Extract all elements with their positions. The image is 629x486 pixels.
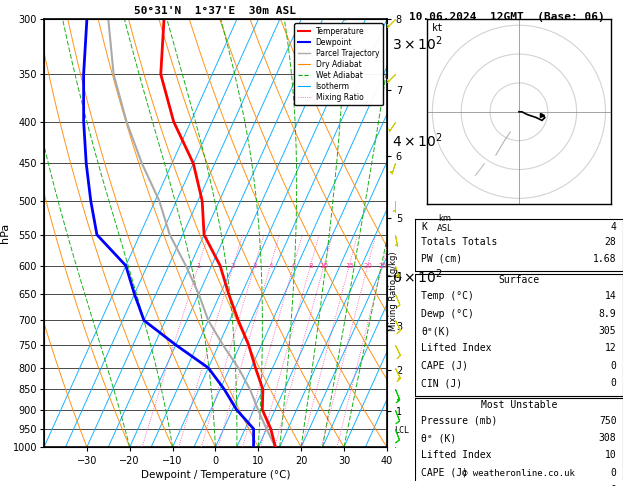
Text: 308: 308: [599, 433, 616, 443]
Text: © weatheronline.co.uk: © weatheronline.co.uk: [462, 469, 576, 478]
Text: 8: 8: [308, 262, 313, 269]
Text: 20: 20: [364, 262, 372, 269]
Text: Pressure (mb): Pressure (mb): [421, 416, 498, 426]
Text: Lifted Index: Lifted Index: [421, 451, 492, 460]
Text: 0: 0: [611, 361, 616, 371]
Text: Lifted Index: Lifted Index: [421, 344, 492, 353]
Text: Dewp (°C): Dewp (°C): [421, 309, 474, 319]
Text: 2: 2: [231, 262, 235, 269]
Text: 750: 750: [599, 416, 616, 426]
Text: 14: 14: [604, 291, 616, 301]
Text: CAPE (J): CAPE (J): [421, 361, 469, 371]
Text: 4: 4: [611, 222, 616, 232]
Text: kt: kt: [432, 23, 444, 33]
Text: θᵉ (K): θᵉ (K): [421, 433, 457, 443]
Text: θᵉ(K): θᵉ(K): [421, 326, 451, 336]
Title: 50°31'N  1°37'E  30m ASL: 50°31'N 1°37'E 30m ASL: [135, 6, 296, 16]
Text: 12: 12: [604, 344, 616, 353]
Text: CIN (J): CIN (J): [421, 378, 462, 388]
Text: 1.68: 1.68: [593, 254, 616, 264]
Text: Mixing Ratio (g/kg): Mixing Ratio (g/kg): [389, 252, 398, 331]
Text: 25: 25: [378, 262, 387, 269]
Text: 15: 15: [345, 262, 353, 269]
Legend: Temperature, Dewpoint, Parcel Trajectory, Dry Adiabat, Wet Adiabat, Isotherm, Mi: Temperature, Dewpoint, Parcel Trajectory…: [294, 23, 383, 105]
Text: 10.06.2024  12GMT  (Base: 06): 10.06.2024 12GMT (Base: 06): [409, 12, 604, 22]
Text: Temp (°C): Temp (°C): [421, 291, 474, 301]
Text: 8.9: 8.9: [599, 309, 616, 319]
Text: LCL: LCL: [394, 426, 409, 435]
X-axis label: Dewpoint / Temperature (°C): Dewpoint / Temperature (°C): [141, 470, 290, 480]
Text: 3: 3: [252, 262, 257, 269]
Text: 6: 6: [291, 262, 296, 269]
Text: Surface: Surface: [498, 275, 540, 285]
Text: 4: 4: [268, 262, 272, 269]
Text: K: K: [421, 222, 427, 232]
Text: 10: 10: [604, 451, 616, 460]
Text: Totals Totals: Totals Totals: [421, 237, 498, 246]
Text: Most Unstable: Most Unstable: [481, 399, 557, 410]
Y-axis label: km
ASL: km ASL: [437, 214, 453, 233]
Text: 1: 1: [196, 262, 201, 269]
Text: 0: 0: [611, 485, 616, 486]
Text: 0: 0: [611, 468, 616, 478]
Text: 305: 305: [599, 326, 616, 336]
Text: CAPE (J): CAPE (J): [421, 468, 469, 478]
Text: CIN (J): CIN (J): [421, 485, 462, 486]
Text: 28: 28: [604, 237, 616, 246]
Text: 10: 10: [320, 262, 328, 269]
Y-axis label: hPa: hPa: [0, 223, 10, 243]
Text: PW (cm): PW (cm): [421, 254, 462, 264]
Text: 0: 0: [611, 378, 616, 388]
